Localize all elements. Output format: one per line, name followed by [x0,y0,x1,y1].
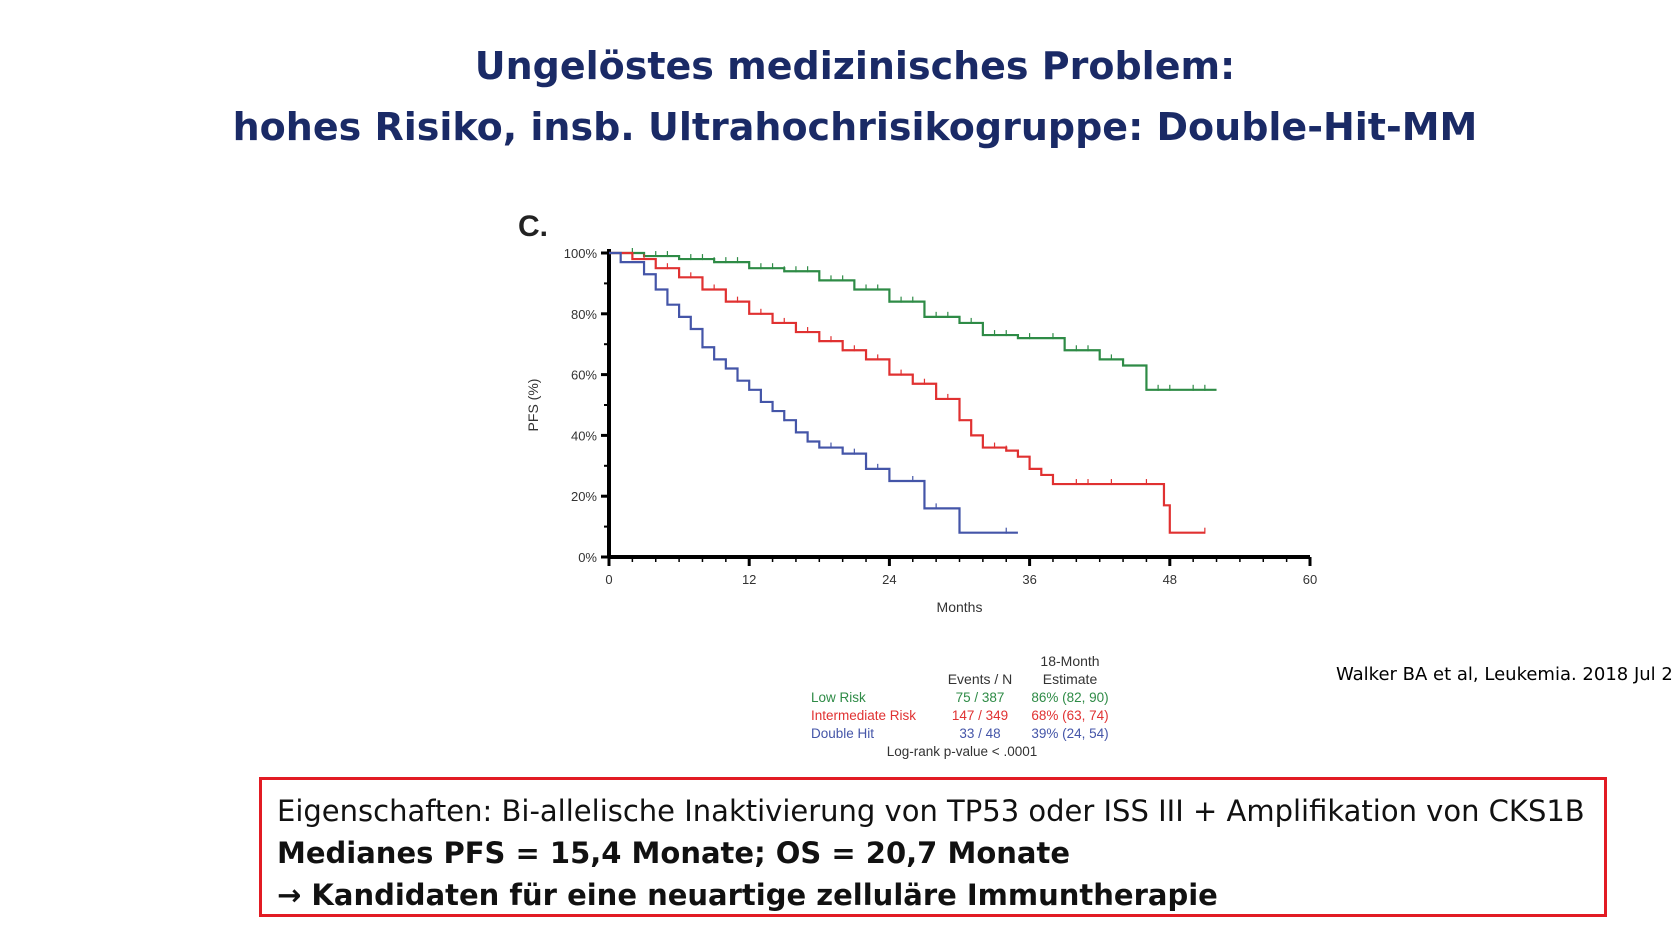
legend-name-double-hit: Double Hit [811,726,874,741]
summary-properties-line: Eigenschaften: Bi-allelische Inaktivieru… [277,794,1585,828]
y-tick-label: 100% [564,246,598,261]
legend-name-intermediate-risk: Intermediate Risk [811,708,916,723]
summary-box: Eigenschaften: Bi-allelische Inaktivieru… [259,777,1607,917]
y-tick-label: 40% [571,428,597,443]
series-line-intermediate-risk [609,251,1205,534]
slide-title: Ungelöstes medizinisches Problem: hohes … [0,36,1680,158]
legend-events-intermediate-risk: 147 / 349 [952,708,1008,723]
legend-estimate-low-risk: 86% (82, 90) [1031,690,1108,705]
citation: Walker BA et al, Leukemia. 2018 Jul 2 [1336,664,1673,685]
slide-title-line-1: Ungelöstes medizinisches Problem: [474,44,1236,88]
x-tick-label: 36 [1022,572,1036,587]
panel-label: C. [518,210,548,243]
legend-name-low-risk: Low Risk [811,690,866,705]
summary-median-line: Medianes PFS = 15,4 Monate; OS = 20,7 Mo… [277,836,1070,870]
table-header-estimate: Estimate [1043,671,1098,687]
y-axis-label: PFS (%) [525,379,541,432]
x-tick-label: 12 [742,572,756,587]
slide-title-line-2: hohes Risiko, insb. Ultrahochrisikogrupp… [232,105,1478,149]
log-rank-footnote: Log-rank p-value < .0001 [887,744,1037,759]
y-tick-label: 0% [578,550,597,565]
table-header-events: Events / N [948,671,1013,687]
legend-events-low-risk: 75 / 387 [956,690,1005,705]
series-line-low-risk [609,251,1217,391]
summary-conclusion-text: Kandidaten für eine neuartige zelluläre … [311,878,1218,912]
x-tick-label: 0 [605,572,612,587]
legend-events-double-hit: 33 / 48 [959,726,1000,741]
table-header-18-month: 18-Month [1040,653,1099,669]
x-tick-label: 24 [882,572,896,587]
y-tick-label: 20% [571,489,597,504]
series-line-double-hit [609,251,1018,534]
legend-estimate-double-hit: 39% (24, 54) [1031,726,1108,741]
summary-conclusion-line: → Kandidaten für eine neuartige zellulär… [277,874,1590,916]
x-axis-label: Months [937,599,983,615]
y-tick-label: 60% [571,368,597,383]
x-tick-label: 48 [1163,572,1177,587]
y-tick-label: 80% [571,307,597,322]
legend-estimate-intermediate-risk: 68% (63, 74) [1031,708,1108,723]
right-arrow-icon: → [277,878,302,912]
x-tick-label: 60 [1303,572,1317,587]
